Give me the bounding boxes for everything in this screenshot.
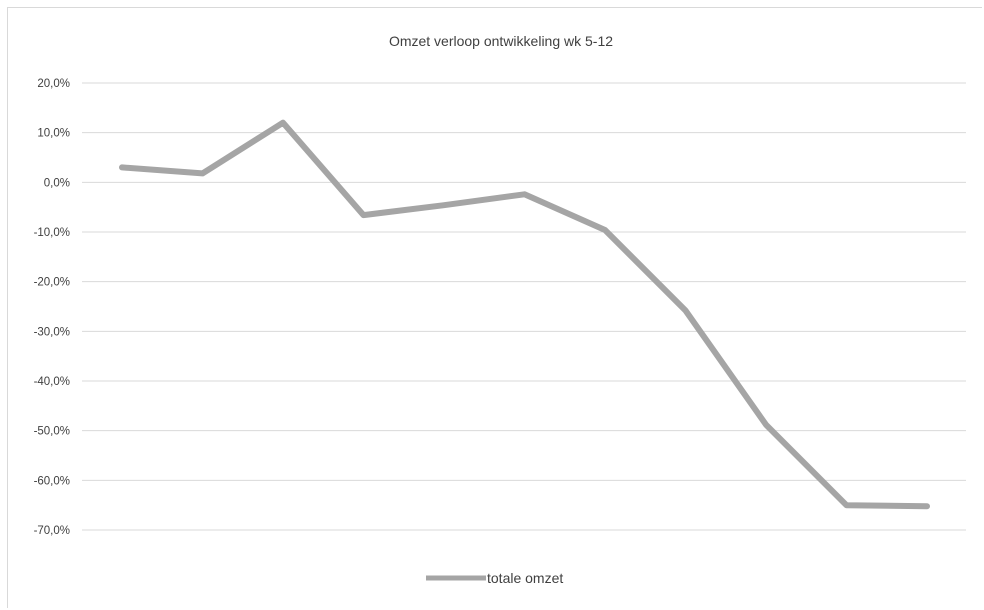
y-axis-ticks: 20,0% 10,0% 0,0% -10,0% -20,0% -30,0% -40,0% -5… [34,78,70,537]
series-line-totale-omzet [119,119,930,510]
y-tick-label: -40,0% [34,376,70,388]
y-tick-label: -30,0% [34,326,70,338]
chart-title: Omzet verloop ontwikkeling wk 5-12 [389,33,613,49]
y-tick-label: 0,0% [44,177,70,189]
legend: totale omzet [426,570,563,586]
y-tick-label: -70,0% [34,525,70,537]
y-tick-label: 20,0% [37,78,70,90]
series-lines [119,119,930,510]
y-tick-label: -10,0% [34,227,70,239]
y-tick-label: 10,0% [37,128,70,140]
chart-frame [7,7,982,608]
gridlines [82,82,966,531]
y-tick-label: -50,0% [34,426,70,438]
y-tick-label: -20,0% [34,277,70,289]
legend-label: totale omzet [487,570,563,586]
y-tick-label: -60,0% [34,475,70,487]
